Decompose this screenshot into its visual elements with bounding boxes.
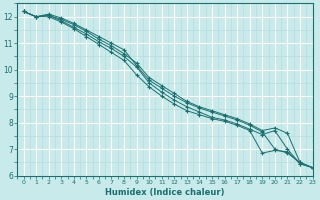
X-axis label: Humidex (Indice chaleur): Humidex (Indice chaleur): [105, 188, 225, 197]
